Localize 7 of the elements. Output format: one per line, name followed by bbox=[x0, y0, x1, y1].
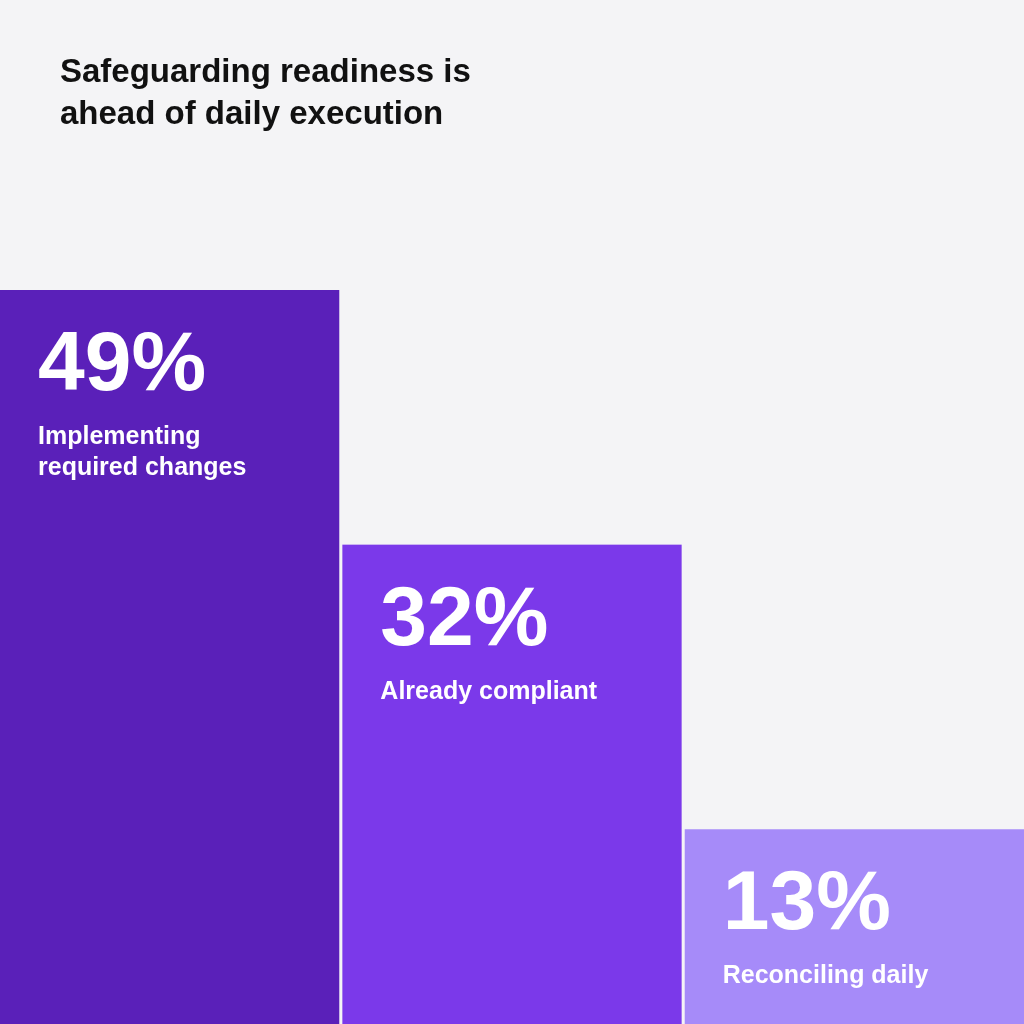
data-label: 32% bbox=[380, 568, 549, 663]
x-tick-label: Already compliant bbox=[380, 675, 598, 704]
data-label: 49% bbox=[38, 314, 207, 408]
data-label: 13% bbox=[722, 853, 891, 948]
chart-title: Safeguarding readiness is ahead of daily execution bbox=[60, 52, 471, 131]
x-tick-label: Reconciling daily bbox=[722, 960, 929, 989]
x-tick-label: Implementing required changes bbox=[38, 421, 247, 480]
